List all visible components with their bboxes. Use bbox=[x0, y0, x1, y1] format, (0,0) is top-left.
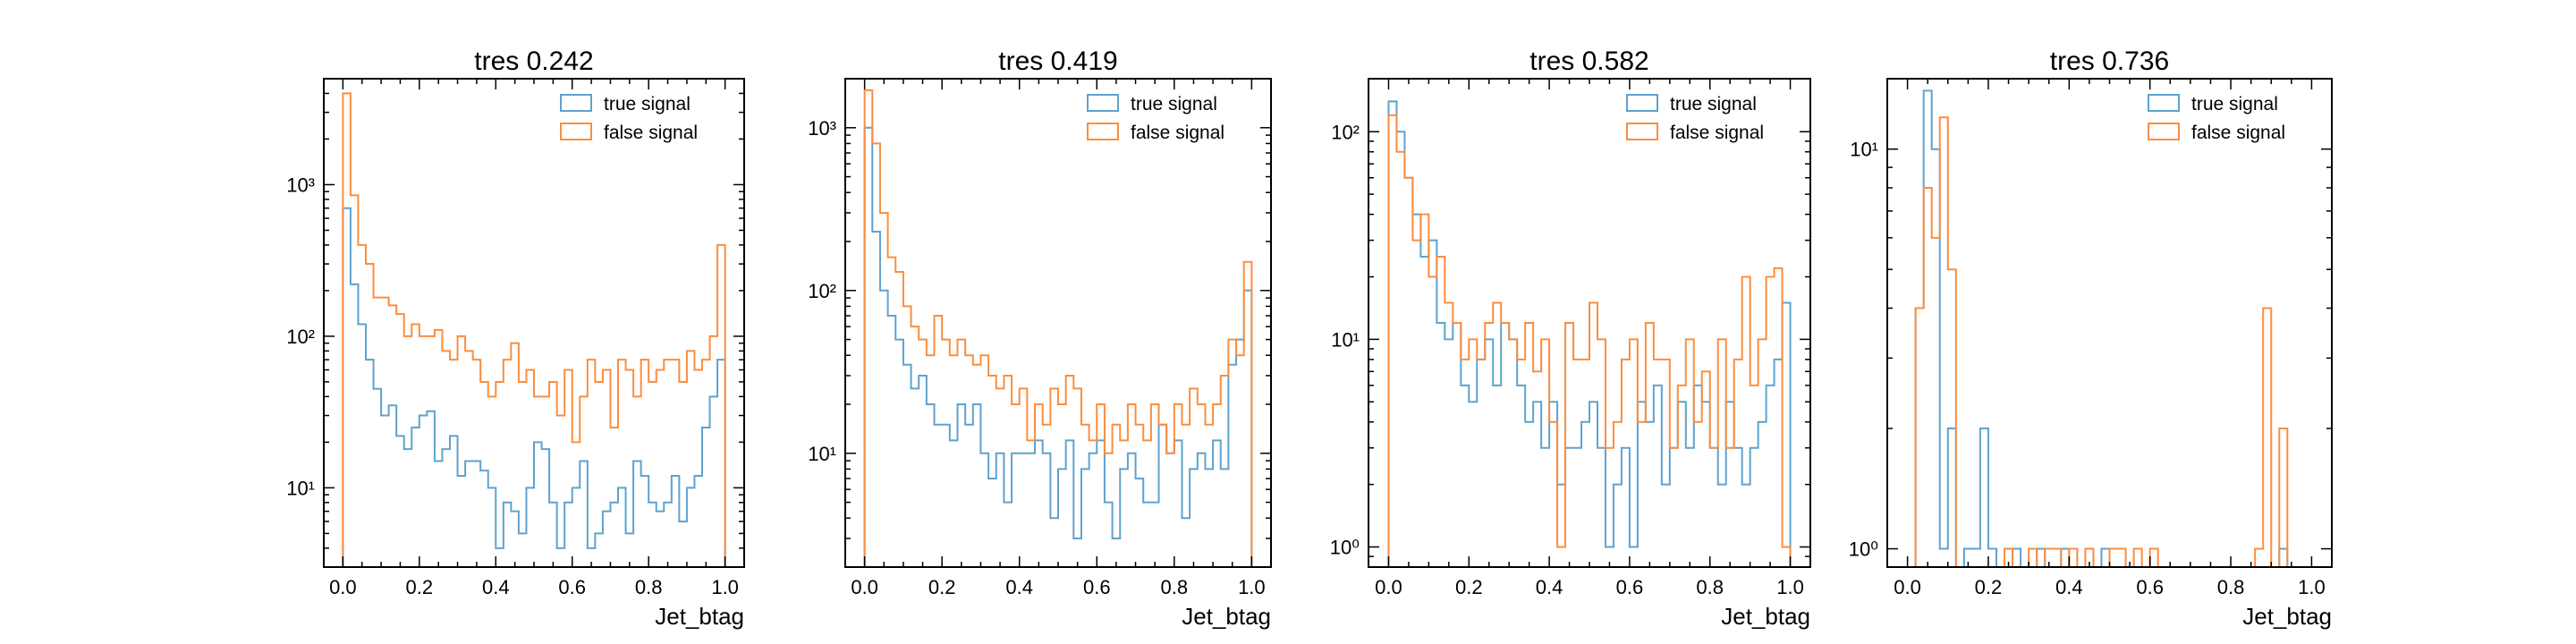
x-tick-label: 1.0 bbox=[711, 576, 739, 598]
x-tick-label: 0.6 bbox=[1083, 576, 1111, 598]
x-axis-label: Jet_btag bbox=[1182, 603, 1271, 630]
x-tick-label: 0.8 bbox=[1161, 576, 1189, 598]
legend-label: true signal bbox=[2191, 94, 2278, 114]
chart-title: tres 0.582 bbox=[1530, 47, 1648, 76]
y-tick-label: 10¹ bbox=[1850, 139, 1878, 161]
x-axis-label: Jet_btag bbox=[655, 603, 744, 630]
chart-panel-2: 0.0 0.2 0.4 0.6 0.8 1.0 10¹ 10² 10³ tres 0.419 Jet… bbox=[808, 47, 1272, 630]
y-tick-label: 10¹ bbox=[286, 477, 315, 499]
legend-swatch bbox=[2148, 94, 2180, 112]
legend-swatch bbox=[2148, 123, 2180, 140]
x-tick-label: 0.4 bbox=[482, 576, 510, 598]
legend-label: false signal bbox=[1131, 123, 1224, 143]
y-tick-label: 10² bbox=[286, 326, 315, 348]
histogram-series-false-signal bbox=[342, 92, 726, 567]
legend-swatch bbox=[560, 94, 592, 112]
x-tick-label: 0.6 bbox=[558, 576, 586, 598]
legend-label: true signal bbox=[1670, 94, 1757, 114]
x-tick-label: 0.0 bbox=[1375, 576, 1402, 598]
y-tick-label: 10¹ bbox=[808, 443, 836, 465]
y-tick-label: 10⁰ bbox=[1849, 538, 1878, 561]
x-tick-label: 0.0 bbox=[1894, 576, 1921, 598]
plot-frame bbox=[1886, 78, 2333, 568]
legend-swatch bbox=[1087, 94, 1119, 112]
legend-swatch bbox=[1626, 94, 1658, 112]
x-tick-label: 0.8 bbox=[635, 576, 663, 598]
y-tick-label: 10² bbox=[1331, 121, 1360, 143]
legend-swatch bbox=[1087, 123, 1119, 140]
x-tick-label: 0.4 bbox=[2055, 576, 2083, 598]
legend-swatch bbox=[560, 123, 592, 140]
x-tick-label: 0.8 bbox=[2217, 576, 2245, 598]
legend-label: true signal bbox=[604, 94, 691, 114]
legend-label: true signal bbox=[1131, 94, 1217, 114]
legend: true signal false signal bbox=[1626, 94, 1764, 143]
y-tick-label: 10¹ bbox=[1331, 328, 1360, 351]
x-tick-label: 1.0 bbox=[1776, 576, 1804, 598]
y-tick-label: 10³ bbox=[286, 174, 315, 196]
x-tick-label: 0.4 bbox=[1005, 576, 1033, 598]
x-tick-label: 0.2 bbox=[928, 576, 956, 598]
legend: true signal false signal bbox=[2148, 94, 2285, 143]
x-tick-label: 0.6 bbox=[2136, 576, 2164, 598]
chart-title: tres 0.242 bbox=[474, 47, 593, 76]
histogram-series-false-signal bbox=[863, 89, 1253, 567]
chart-title: tres 0.736 bbox=[2050, 47, 2169, 76]
x-tick-label: 0.2 bbox=[406, 576, 434, 598]
chart-panel-4: 0.0 0.2 0.4 0.6 0.8 1.0 10⁰ 10¹ tres 0.736 Jet_bt… bbox=[1849, 47, 2333, 630]
histogram-series-true-signal bbox=[863, 126, 1253, 567]
histogram-series-true-signal bbox=[1914, 89, 2289, 567]
histogram-series-true-signal bbox=[342, 207, 726, 567]
x-tick-label: 1.0 bbox=[1238, 576, 1266, 598]
x-tick-label: 0.4 bbox=[1536, 576, 1563, 598]
plot-frame bbox=[323, 78, 745, 568]
legend-label: false signal bbox=[1670, 123, 1764, 143]
x-tick-label: 0.0 bbox=[851, 576, 878, 598]
x-axis-label: Jet_btag bbox=[2242, 603, 2332, 630]
x-tick-label: 0.2 bbox=[1455, 576, 1483, 598]
chart-panel-3: 0.0 0.2 0.4 0.6 0.8 1.0 10⁰ 10¹ 10² tres 0.582 Jet… bbox=[1330, 47, 1811, 630]
y-tick-label: 10² bbox=[808, 280, 836, 302]
x-axis-label: Jet_btag bbox=[1721, 603, 1810, 630]
x-tick-label: 0.6 bbox=[1616, 576, 1644, 598]
x-tick-label: 0.8 bbox=[1696, 576, 1724, 598]
chart-panel-1: 0.0 0.2 0.4 0.6 0.8 1.0 10¹ 10² 10³ tres 0.242 Jet… bbox=[286, 47, 745, 630]
x-tick-label: 1.0 bbox=[2298, 576, 2326, 598]
chart-title: tres 0.419 bbox=[998, 47, 1117, 76]
y-tick-label: 10⁰ bbox=[1330, 537, 1360, 559]
legend-label: false signal bbox=[2191, 123, 2285, 143]
legend-swatch bbox=[1626, 123, 1658, 140]
x-tick-label: 0.2 bbox=[1975, 576, 2003, 598]
x-tick-label: 0.0 bbox=[329, 576, 357, 598]
legend: true signal false signal bbox=[1087, 94, 1224, 143]
histogram-series-false-signal bbox=[1914, 116, 2289, 567]
histogram-series-false-signal bbox=[1387, 114, 1792, 567]
legend-label: false signal bbox=[604, 123, 698, 143]
histogram-series-true-signal bbox=[1387, 100, 1792, 567]
legend: true signal false signal bbox=[560, 94, 698, 143]
y-tick-label: 10³ bbox=[808, 117, 836, 140]
